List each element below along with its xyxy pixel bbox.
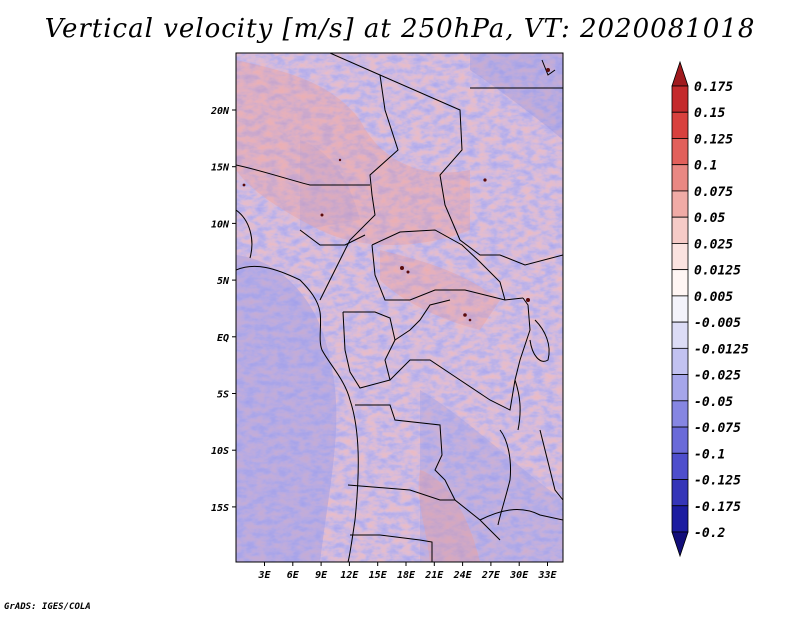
lat-label: 5S xyxy=(217,390,229,401)
colorbar-swatch xyxy=(671,243,689,271)
lon-label: 33E xyxy=(537,570,557,581)
latitude-axis: 20N 15N 10N 5N EQ 5S 10S 15S xyxy=(210,106,236,514)
colorbar-label: -0.0125 xyxy=(694,342,749,357)
colorbar-label: 0.025 xyxy=(694,237,733,252)
colorbar-swatch xyxy=(671,400,689,428)
lat-label: 10N xyxy=(211,219,230,230)
colorbar-swatch xyxy=(671,347,689,375)
colorbar-swatch xyxy=(671,426,689,454)
colorbar-swatch xyxy=(671,216,689,244)
colorbar-bottom-arrow xyxy=(671,531,689,558)
lon-label: 6E xyxy=(287,570,300,581)
colorbar-label: 0.125 xyxy=(694,132,733,147)
lat-label: 5N xyxy=(217,276,230,287)
lat-label: 15S xyxy=(211,503,229,514)
lon-label: 3E xyxy=(257,570,271,581)
lon-label: 24E xyxy=(453,570,473,581)
velocity-field xyxy=(236,53,563,562)
colorbar-label: 0.0125 xyxy=(694,264,741,279)
colorbar-label: 0.1 xyxy=(694,159,717,174)
colorbar-label: -0.025 xyxy=(694,369,741,384)
footer-credit: GrADS: IGES/COLA xyxy=(4,602,91,612)
lat-label: 15N xyxy=(211,163,230,174)
colorbar-label: -0.05 xyxy=(694,395,733,410)
colorbar-swatch xyxy=(671,505,689,533)
colorbar-swatch xyxy=(671,374,689,402)
colorbar-swatch xyxy=(671,295,689,323)
colorbar-label: 0.05 xyxy=(694,211,725,226)
lon-label: 30E xyxy=(509,570,529,581)
colorbar-label: -0.1 xyxy=(694,447,725,462)
colorbar-swatch xyxy=(671,479,689,507)
colorbar-swatch xyxy=(671,452,689,480)
country-borders xyxy=(236,53,563,562)
colorbar-top-arrow xyxy=(671,60,689,87)
colorbar-label: 0.175 xyxy=(694,80,733,95)
colorbar-label: 0.005 xyxy=(694,290,733,305)
colorbar-label: -0.175 xyxy=(694,500,741,515)
lon-label: 12E xyxy=(340,570,359,581)
lon-label: 9E xyxy=(315,570,328,581)
colorbar-swatch xyxy=(671,138,689,166)
colorbar-label: -0.075 xyxy=(694,421,741,436)
lat-label: EQ xyxy=(217,333,229,344)
colorbar-swatch xyxy=(671,269,689,297)
lon-label: 21E xyxy=(424,570,444,581)
intense-updraft-cells xyxy=(242,68,550,322)
colorbar-label: 0.075 xyxy=(694,185,733,200)
colorbar-label: -0.125 xyxy=(694,474,741,489)
colorbar-swatch xyxy=(671,321,689,349)
chart-title: Vertical velocity [m/s] at 250hPa, VT: 2… xyxy=(44,14,756,44)
lon-label: 18E xyxy=(397,570,416,581)
colorbar-swatch xyxy=(671,164,689,192)
lat-label: 10S xyxy=(211,446,229,457)
longitude-axis: 3E 6E 9E 12E 15E 18E 21E 24E 27E 30E 33E xyxy=(257,562,558,581)
lat-label: 20N xyxy=(210,106,230,117)
lon-label: 15E xyxy=(369,570,388,581)
colorbar-swatch xyxy=(671,190,689,218)
lon-label: 27E xyxy=(481,570,501,581)
colorbar-swatch xyxy=(671,111,689,139)
map-frame xyxy=(235,52,564,563)
colorbar-label: -0.2 xyxy=(694,526,725,541)
colorbar-swatch xyxy=(671,85,689,113)
colorbar: 0.175 0.15 0.125 0.1 0.075 0.05 0.025 0.0125 0.0… xyxy=(671,60,749,558)
colorbar-label: 0.15 xyxy=(694,106,725,121)
colorbar-label: -0.005 xyxy=(694,316,741,331)
